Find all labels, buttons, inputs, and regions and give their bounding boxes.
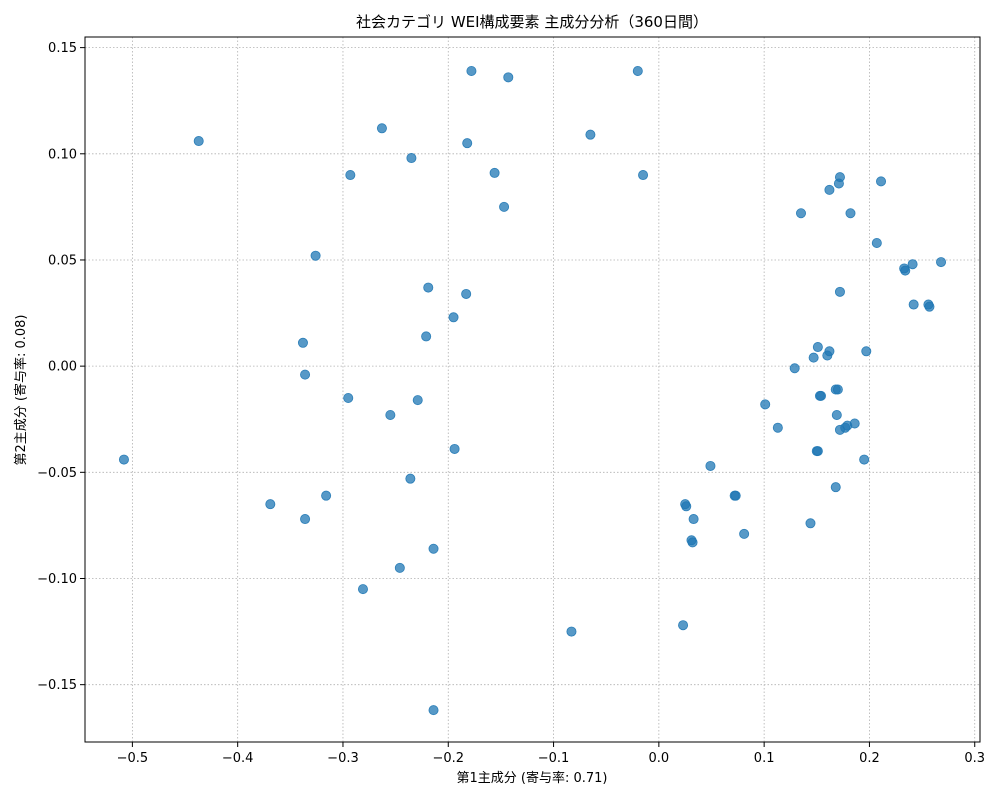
axis-ticks: −0.5 −0.4 −0.3 −0.2 −0.1 0.0 0.1 0.2 0.3 −0.15 −0.… (37, 41, 985, 766)
scatter-point (300, 369, 311, 380)
x-tick-label: −0.5 (117, 751, 149, 766)
scatter-point (310, 250, 321, 261)
scatter-point (376, 123, 387, 134)
scatter-point (859, 454, 870, 465)
x-tick-label: −0.2 (432, 751, 464, 766)
scatter-point (824, 346, 835, 357)
scatter-point (681, 501, 692, 512)
scatter-point (908, 299, 919, 310)
scatter-point (678, 620, 689, 631)
scatter-point (876, 176, 887, 187)
y-tick-label: 0.10 (48, 147, 77, 162)
scatter-point (343, 392, 354, 403)
y-tick-label: 0.00 (48, 360, 77, 375)
y-tick-label: −0.05 (37, 466, 77, 481)
scatter-point (924, 301, 935, 312)
scatter-point (118, 454, 129, 465)
scatter-point (739, 528, 750, 539)
scatter-point (834, 286, 845, 297)
x-axis-label: 第1主成分 (寄与率: 0.71) (456, 770, 607, 786)
scatter-point (461, 288, 472, 299)
scatter-point (503, 72, 514, 83)
scatter-point (489, 167, 500, 178)
scatter-point (462, 138, 473, 149)
scatter-point (297, 337, 308, 348)
y-tick-label: −0.10 (37, 572, 77, 587)
scatter-point (632, 65, 643, 76)
scatter-point (830, 482, 841, 493)
scatter-point (466, 65, 477, 76)
scatter-point (907, 259, 918, 270)
scatter-point (428, 705, 439, 716)
scatter-point (936, 257, 947, 268)
scatter-point (193, 136, 204, 147)
scatter-point (385, 409, 396, 420)
scatter-point (421, 331, 432, 342)
x-tick-label: 0.3 (964, 751, 985, 766)
scatter-point (405, 473, 416, 484)
scatter-point (812, 446, 823, 457)
x-tick-label: −0.3 (327, 751, 359, 766)
x-tick-label: 0.1 (754, 751, 775, 766)
scatter-point (772, 422, 783, 433)
grid-lines (85, 37, 980, 742)
x-tick-label: 0.0 (649, 751, 670, 766)
y-tick-label: −0.15 (37, 678, 77, 693)
scatter-point (499, 201, 510, 212)
scatter-point (321, 490, 332, 501)
scatter-point (871, 237, 882, 248)
scatter-point (832, 384, 843, 395)
scatter-point (406, 153, 417, 164)
x-tick-label: 0.2 (859, 751, 880, 766)
scatter-point (900, 265, 911, 276)
scatter-point (812, 342, 823, 353)
scatter-point (808, 352, 819, 363)
scatter-point (300, 514, 311, 525)
scatter-point (760, 399, 771, 410)
scatter-point (834, 172, 845, 183)
scatter-point (345, 170, 356, 181)
scatter-point (730, 490, 741, 501)
scatter-point (796, 208, 807, 219)
scatter-point (831, 409, 842, 420)
scatter-point (585, 129, 596, 140)
scatter-point (448, 312, 459, 323)
scatter-point (423, 282, 434, 293)
data-points (118, 65, 947, 716)
scatter-point (394, 562, 405, 573)
plot-frame (84, 36, 981, 743)
y-tick-label: 0.15 (48, 41, 77, 56)
scatter-point (861, 346, 872, 357)
scatter-point (638, 170, 649, 181)
scatter-point (789, 363, 800, 374)
scatter-point (428, 543, 439, 554)
scatter-point (566, 626, 577, 637)
scatter-point (412, 395, 423, 406)
scatter-point (357, 584, 368, 595)
chart-title: 社会カテゴリ WEI構成要素 主成分分析（360日間） (356, 13, 708, 31)
scatter-point (816, 390, 827, 401)
scatter-point (449, 443, 460, 454)
scatter-point (824, 184, 835, 195)
scatter-point (265, 499, 276, 510)
scatter-point (845, 208, 856, 219)
scatter-point (687, 537, 698, 548)
x-tick-label: −0.4 (222, 751, 254, 766)
y-tick-label: 0.05 (48, 253, 77, 268)
scatter-point (849, 418, 860, 429)
scatter-point (805, 518, 816, 529)
y-axis-label: 第2主成分 (寄与率: 0.08) (13, 314, 29, 465)
scatter-point (688, 514, 699, 525)
scatter-point (705, 460, 716, 471)
x-tick-label: −0.1 (538, 751, 570, 766)
